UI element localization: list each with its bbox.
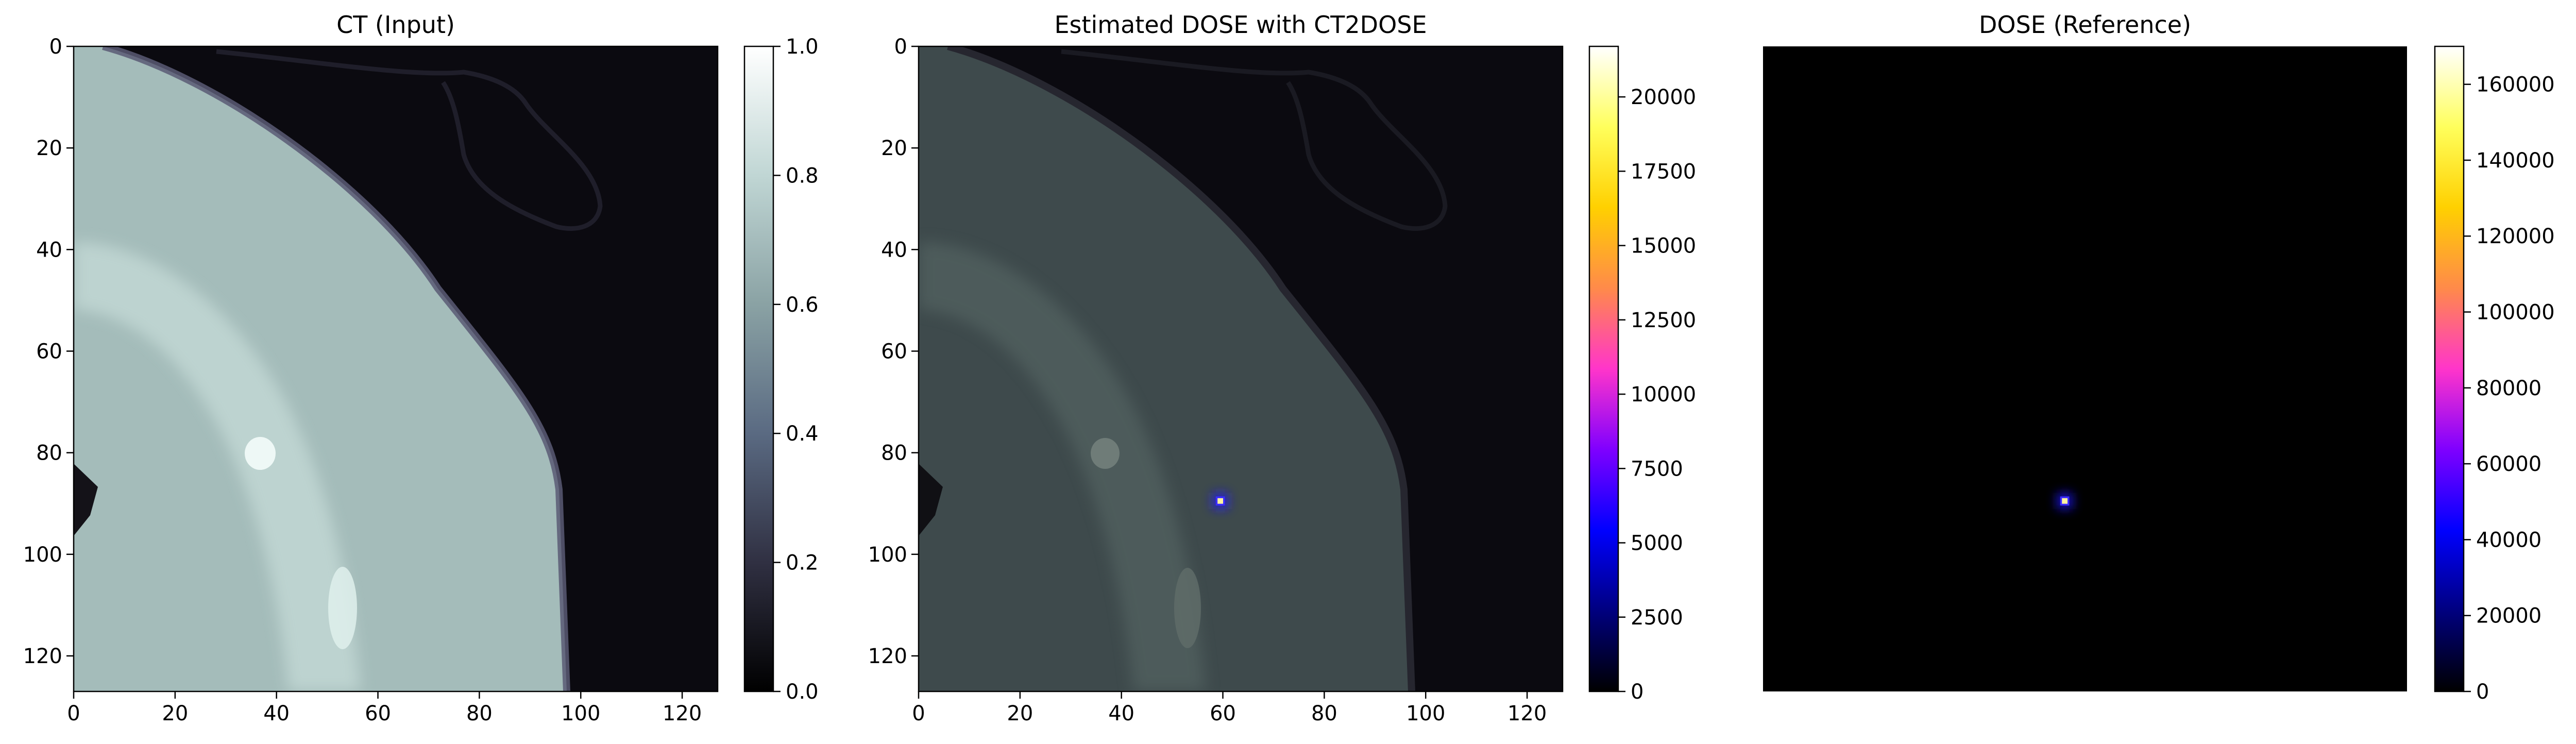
overlay-bone-band xyxy=(919,242,1206,691)
colorbar-tick-label: 0.4 xyxy=(786,422,819,446)
ct-dark-notch xyxy=(74,464,98,536)
ct-axes-frame xyxy=(73,45,719,692)
ct-axes: 0 20 40 60 80 100 120 0 20 40 60 80 100 120 xyxy=(23,35,719,725)
x-tick-label: 80 xyxy=(1311,702,1337,725)
panel-title-estimated-dose: Estimated DOSE with CT2DOSE xyxy=(1054,11,1427,39)
ct-skin-edge xyxy=(102,46,570,691)
ct-colorbar-gradient xyxy=(743,45,774,692)
x-tick-label: 20 xyxy=(162,702,188,725)
colorbar-tick-label: 0.2 xyxy=(786,551,819,575)
ct-air-contour xyxy=(216,49,603,231)
colorbar-tick-label: 15000 xyxy=(1631,234,1696,258)
y-tick-label: 80 xyxy=(881,442,907,465)
y-tick-label: 0 xyxy=(49,35,62,59)
dose-peak xyxy=(2062,498,2068,504)
x-tick-label: 20 xyxy=(1007,702,1033,725)
colorbar-tick-label: 10000 xyxy=(1631,383,1696,407)
y-tick-label: 40 xyxy=(36,238,62,262)
x-tick-label: 100 xyxy=(561,702,600,725)
colorbar-tick-label: 2500 xyxy=(1631,606,1683,630)
y-tick-label: 60 xyxy=(36,340,62,363)
colorbar-tick-label: 160000 xyxy=(2476,73,2555,97)
colorbar-tick-label: 1.0 xyxy=(786,35,819,59)
y-tick-label: 60 xyxy=(881,340,907,363)
x-tick-label: 40 xyxy=(1108,702,1134,725)
colorbar-tick-label: 7500 xyxy=(1631,457,1683,481)
colorbar-tick-label: 20000 xyxy=(2476,604,2541,628)
colorbar-tick-label: 80000 xyxy=(2476,377,2541,400)
y-tick-label: 120 xyxy=(23,645,62,668)
overlay-bone-spot-1 xyxy=(1091,438,1120,469)
x-tick-label: 120 xyxy=(663,702,702,725)
x-tick-label: 40 xyxy=(263,702,290,725)
x-tick-label: 60 xyxy=(365,702,391,725)
colorbar-tick-label: 120000 xyxy=(2476,225,2555,248)
ct-colorbar: 0.0 0.2 0.4 0.6 0.8 1.0 xyxy=(743,35,819,704)
y-tick-label: 100 xyxy=(868,543,907,567)
x-tick-label: 0 xyxy=(67,702,80,725)
colorbar-tick-label: 0.0 xyxy=(786,680,819,704)
y-tick-label: 80 xyxy=(36,442,62,465)
y-tick-label: 40 xyxy=(881,238,907,262)
colorbar-tick-label: 17500 xyxy=(1631,160,1696,183)
estimated-dose-image xyxy=(919,46,1563,691)
x-tick-label: 80 xyxy=(466,702,493,725)
estimated-dose-colorbar: 0 2500 5000 7500 10000 12500 15000 17500 20000 xyxy=(1588,45,1696,704)
estimated-dose-axes-frame xyxy=(918,45,1564,692)
colorbar-tick-label: 20000 xyxy=(1631,86,1696,109)
ct-image xyxy=(74,46,718,691)
x-tick-label: 100 xyxy=(1406,702,1445,725)
colorbar-tick-label: 60000 xyxy=(2476,452,2541,476)
colorbar-tick-label: 100000 xyxy=(2476,301,2555,325)
overlay-dark-notch xyxy=(919,464,943,536)
estimated-dose-axes: 0 20 40 60 80 100 120 0 20 40 60 80 100 120 xyxy=(868,35,1564,725)
colorbar-tick-label: 12500 xyxy=(1631,309,1696,332)
x-tick-label: 0 xyxy=(912,702,925,725)
overlay-skin-edge xyxy=(947,46,1415,691)
overlay-bone-spot-2 xyxy=(1174,568,1201,648)
y-tick-label: 20 xyxy=(881,137,907,160)
colorbar-tick-label: 0 xyxy=(1631,680,1643,704)
colorbar-tick-label: 5000 xyxy=(1631,532,1683,555)
colorbar-tick-label: 0 xyxy=(2476,680,2489,704)
estimated-dose-hotspot xyxy=(1212,493,1229,510)
ct-bone-spot-2 xyxy=(328,567,357,649)
colorbar-tick-label: 0.8 xyxy=(786,164,819,188)
colorbar-tick-label: 140000 xyxy=(2476,149,2555,173)
ct-bone-band xyxy=(74,242,361,691)
colorbar-tick-label: 40000 xyxy=(2476,528,2541,552)
panel-title-reference-dose: DOSE (Reference) xyxy=(1979,11,2191,39)
ct-tissue-region xyxy=(74,46,567,691)
x-tick-label: 60 xyxy=(1210,702,1236,725)
y-tick-label: 120 xyxy=(868,645,907,668)
reference-dose-hotspot xyxy=(2056,493,2073,510)
y-tick-label: 0 xyxy=(894,35,907,59)
overlay-air-contour xyxy=(1061,49,1448,231)
ct-bone-spot-1 xyxy=(245,437,276,470)
reference-dose-colorbar-gradient xyxy=(2434,45,2465,692)
x-tick-label: 120 xyxy=(1507,702,1547,725)
reference-dose-colorbar: 0 20000 40000 60000 80000 100000 120000 140000 1… xyxy=(2434,45,2555,704)
overlay-tissue-region xyxy=(919,46,1412,691)
panel-title-ct: CT (Input) xyxy=(336,11,455,39)
colorbar-tick-label: 0.6 xyxy=(786,293,819,317)
estimated-dose-colorbar-gradient xyxy=(1588,45,1619,692)
reference-dose-image xyxy=(1763,46,2407,691)
dose-peak xyxy=(1217,498,1224,504)
y-tick-label: 100 xyxy=(23,543,62,567)
y-tick-label: 20 xyxy=(36,137,62,160)
